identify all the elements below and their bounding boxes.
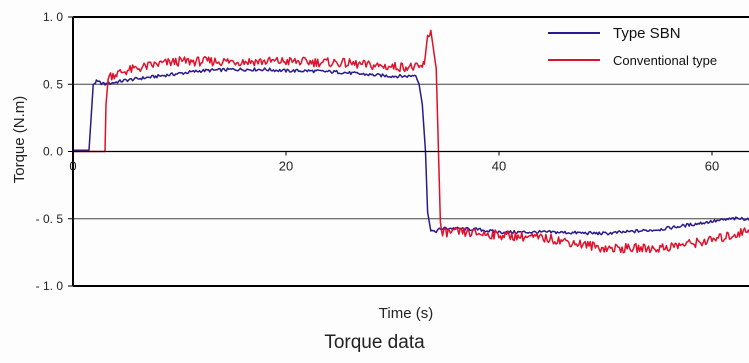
- legend-label-conventional-type: Conventional type: [613, 53, 717, 68]
- x-tick-label: 60: [705, 159, 719, 174]
- y-tick-label: - 1. 0: [36, 279, 64, 293]
- chart-caption: Torque data: [324, 332, 425, 353]
- series-line-type-sbn: [73, 67, 749, 236]
- legend-label-type-sbn: Type SBN: [613, 25, 681, 42]
- x-axis-label: Time (s): [379, 305, 433, 322]
- y-axis-label: Torque (N.m): [11, 96, 28, 184]
- x-tick-label: 20: [279, 159, 293, 174]
- tick-labels: 1. 0 0. 5 0. 0 - 0. 5 - 1. 0 0 20 40 60 Time (s) T…: [11, 10, 719, 322]
- legend: Type SBN Conventional type: [548, 25, 717, 68]
- series-lines: [73, 29, 749, 254]
- x-tick-label: 40: [492, 159, 506, 174]
- y-tick-label: 0. 5: [43, 77, 63, 91]
- y-tick-label: - 0. 5: [36, 212, 64, 226]
- x-tick-label: 0: [69, 159, 76, 174]
- gridlines: [73, 83, 749, 220]
- axes: [68, 16, 749, 287]
- y-tick-label: 0. 0: [43, 145, 63, 159]
- series-line-conventional-type: [73, 29, 749, 254]
- y-tick-label: 1. 0: [43, 10, 63, 24]
